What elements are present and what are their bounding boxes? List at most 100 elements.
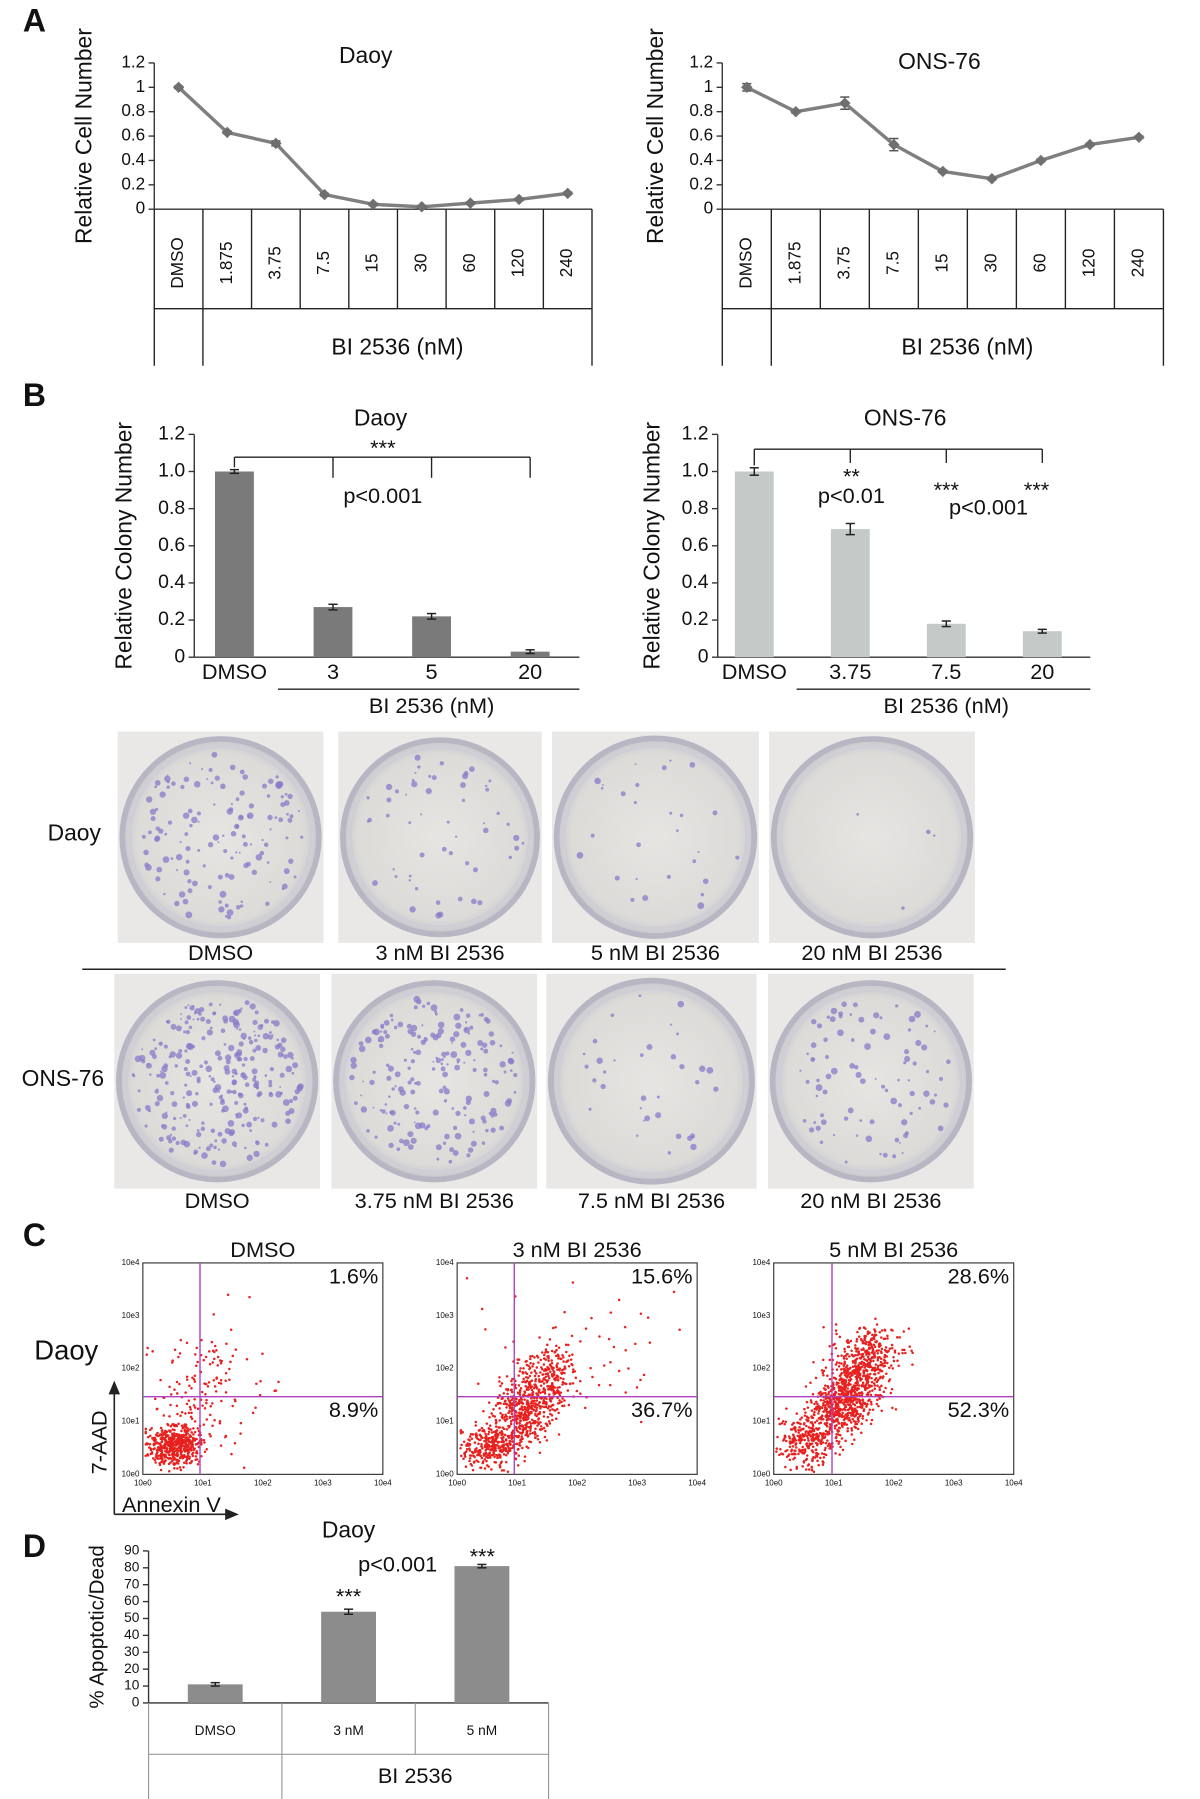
y-tick-label: 0.8 [689,100,713,120]
flow-event [168,1386,171,1389]
flow-event [193,1398,196,1401]
colony [438,1028,444,1034]
flow-event [558,1392,561,1395]
flow-event [528,1385,531,1388]
colony [218,900,222,904]
colony [895,1004,898,1007]
colony [243,1108,249,1114]
colony [185,1020,189,1024]
flow-event [517,1374,520,1377]
colony [833,1134,835,1136]
quadrant-percent: 15.6% [631,1264,693,1289]
flow-event [878,1377,881,1380]
flow-event [561,1397,564,1400]
flow-event [807,1439,810,1442]
flow-event [844,1440,847,1443]
flow-event [804,1411,807,1414]
flow-event [501,1440,504,1443]
flow-event [800,1439,803,1442]
flow-event [598,1335,601,1338]
flow-event [844,1404,847,1407]
marker [562,188,573,199]
x-tick-label: DMSO [735,237,755,288]
colony [192,881,198,887]
flow-event [898,1336,901,1339]
colony [188,888,193,893]
colony [407,1029,412,1034]
annotation: *** [1024,477,1050,502]
colony [197,811,201,815]
colony [809,1127,814,1132]
colony-plate [552,732,759,943]
flow-event [194,1353,197,1356]
flow-event [837,1408,840,1411]
colony [397,1123,400,1126]
flow-event [777,1417,780,1420]
flow-event [873,1370,876,1373]
flow-event [177,1449,180,1452]
x-group-label: BI 2536 (nM) [884,693,1009,718]
flow-event [785,1420,788,1423]
flow-event [194,1380,197,1383]
flow-event [499,1466,502,1469]
colony [441,1063,444,1066]
colony [428,775,431,778]
colony [212,1012,216,1016]
flow-event [857,1413,860,1416]
flow-event [517,1448,520,1451]
flow-event [201,1404,204,1407]
colony [636,842,641,847]
x-tick-label: 7.5 [931,659,961,684]
colony [250,1003,256,1009]
marker [790,106,801,117]
flow-event [793,1456,796,1459]
colony [817,1023,822,1028]
flow-event [880,1409,883,1412]
colony [260,1118,264,1122]
flow-event [460,1444,463,1447]
flow-event [520,1420,523,1423]
colony [229,874,235,880]
flow-event [871,1381,874,1384]
colony [265,902,269,906]
colony [218,906,224,912]
colony [466,1153,470,1157]
colony [499,1126,504,1131]
colony [806,1080,810,1084]
x-tick-label: 1.875 [216,241,236,284]
flow-event [858,1392,861,1395]
flow-event [194,1375,197,1378]
colony [395,875,398,878]
colony [481,1116,486,1121]
colony [463,1062,465,1064]
colony-plate [114,974,320,1189]
flow-event [883,1338,886,1341]
flow-event [877,1372,880,1375]
flow-event [834,1391,837,1394]
y-tick-label: 0.6 [158,534,185,556]
flow-event [603,1364,606,1367]
colony [455,1133,462,1140]
flow-event [225,1372,228,1375]
flow-event [520,1387,523,1390]
colony [269,828,271,830]
colony [925,1025,928,1028]
flow-event [797,1435,800,1438]
flow-event [834,1452,837,1455]
colony [235,851,237,853]
flow-event [505,1406,508,1409]
colony [404,1059,407,1062]
flow-event [815,1449,818,1452]
colony [458,897,463,902]
flow-event [177,1459,180,1462]
flow-event [536,1424,539,1427]
colony [816,1126,821,1131]
flow-event [870,1401,873,1404]
colony [442,1086,446,1090]
flow-event [170,1393,173,1396]
flow-event [797,1439,800,1442]
flow-tick-label: 10e4 [688,1479,706,1488]
chart-title: Daoy [339,42,393,68]
flow-event [525,1445,528,1448]
flow-event [526,1422,529,1425]
